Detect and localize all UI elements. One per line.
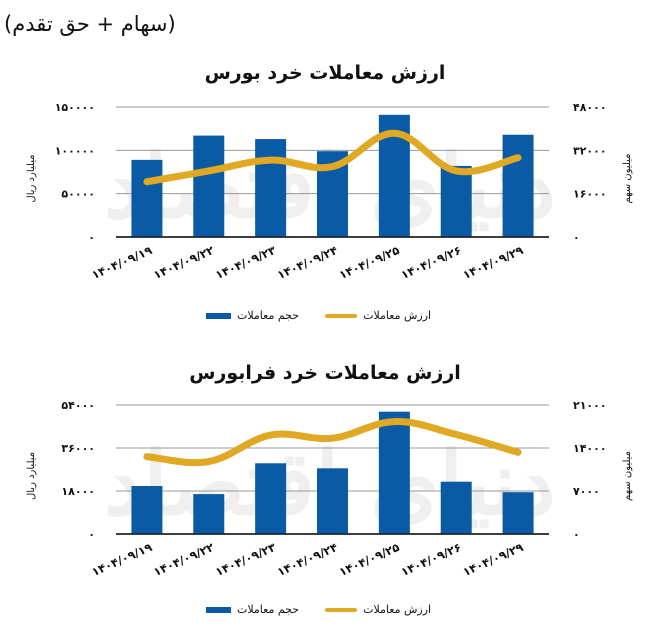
bar (255, 463, 287, 534)
legend-bar-label: حجم معاملات (237, 603, 300, 616)
right-axis-tick: ۲۱۰۰۰ (573, 399, 607, 412)
right-axis-tick: ۳۲۰۰۰ (573, 144, 607, 157)
right-axis-tick: ۱۶۰۰۰ (573, 188, 607, 201)
legend-bourse: حجم معاملات ارزش معاملات (206, 309, 445, 322)
left-axis-tick: ۱۸۰۰۰ (61, 485, 95, 498)
x-axis-label: ۱۴۰۴/۰۹/۲۴ (275, 540, 340, 579)
left-axis-tick: ۱۵۰۰۰۰ (55, 101, 95, 114)
left-axis-title: میلیارد ریال (26, 154, 37, 202)
chart-title-bourse: ارزش معاملات خرد بورس (204, 62, 446, 84)
legend-line-label: ارزش معاملات (363, 603, 432, 616)
value-line (143, 418, 522, 467)
right-axis-tick: ۱۴۰۰۰ (573, 442, 607, 455)
legend-farabourse: حجم معاملات ارزش معاملات (206, 603, 445, 616)
left-axis-tick: ۱۰۰۰۰۰ (55, 144, 95, 157)
bar (317, 468, 348, 534)
x-axis-label: ۱۴۰۴/۰۹/۲۵ (337, 540, 402, 579)
x-axis-label: ۱۴۰۴/۰۹/۲۶ (399, 540, 464, 579)
bar (131, 485, 163, 534)
left-axis-title: میلیارد ریال (26, 452, 37, 500)
legend-line-swatch (325, 313, 358, 318)
right-axis-tick: ۴۸۰۰۰ (573, 101, 607, 114)
legend-bar-swatch (206, 606, 231, 613)
left-axis-tick: ۰ (88, 528, 95, 541)
x-axis-label: ۱۴۰۴/۰۹/۲۹ (461, 540, 526, 579)
bar (502, 134, 534, 237)
x-axis-label: ۱۴۰۴/۰۹/۱۹ (89, 540, 154, 579)
bar (440, 165, 472, 237)
bar (131, 159, 163, 237)
right-axis-title: میلیون سهم (622, 451, 633, 501)
legend-bar-label: حجم معاملات (237, 309, 300, 322)
right-axis-tick: ۷۰۰۰ (573, 485, 600, 498)
bar (193, 494, 225, 534)
bar (502, 492, 534, 534)
bar (193, 135, 225, 237)
legend-bar-swatch (206, 312, 231, 319)
left-axis-tick: ۳۶۰۰۰ (61, 442, 95, 455)
right-axis-tick: ۰ (573, 231, 580, 244)
chart-title-farabourse: ارزش معاملات خرد فرابورس (189, 362, 461, 384)
value-line (143, 129, 522, 186)
right-axis-tick: ۰ (573, 528, 580, 541)
left-axis-tick: ۵۴۰۰۰ (61, 399, 95, 412)
page-header: (سهام + حق تقدم) (4, 12, 176, 36)
legend-line-label: ارزش معاملات (363, 309, 432, 322)
legend-line-swatch (325, 607, 358, 612)
left-axis-tick: ۵۰۰۰۰ (61, 188, 95, 201)
x-axis-label: ۱۴۰۴/۰۹/۲۳ (213, 540, 278, 579)
right-axis-title: میلیون سهم (622, 153, 633, 203)
bar (255, 139, 287, 237)
bar (440, 481, 472, 534)
bar (378, 411, 410, 534)
x-axis-label: ۱۴۰۴/۰۹/۲۲ (151, 540, 216, 579)
left-axis-tick: ۰ (88, 231, 95, 244)
